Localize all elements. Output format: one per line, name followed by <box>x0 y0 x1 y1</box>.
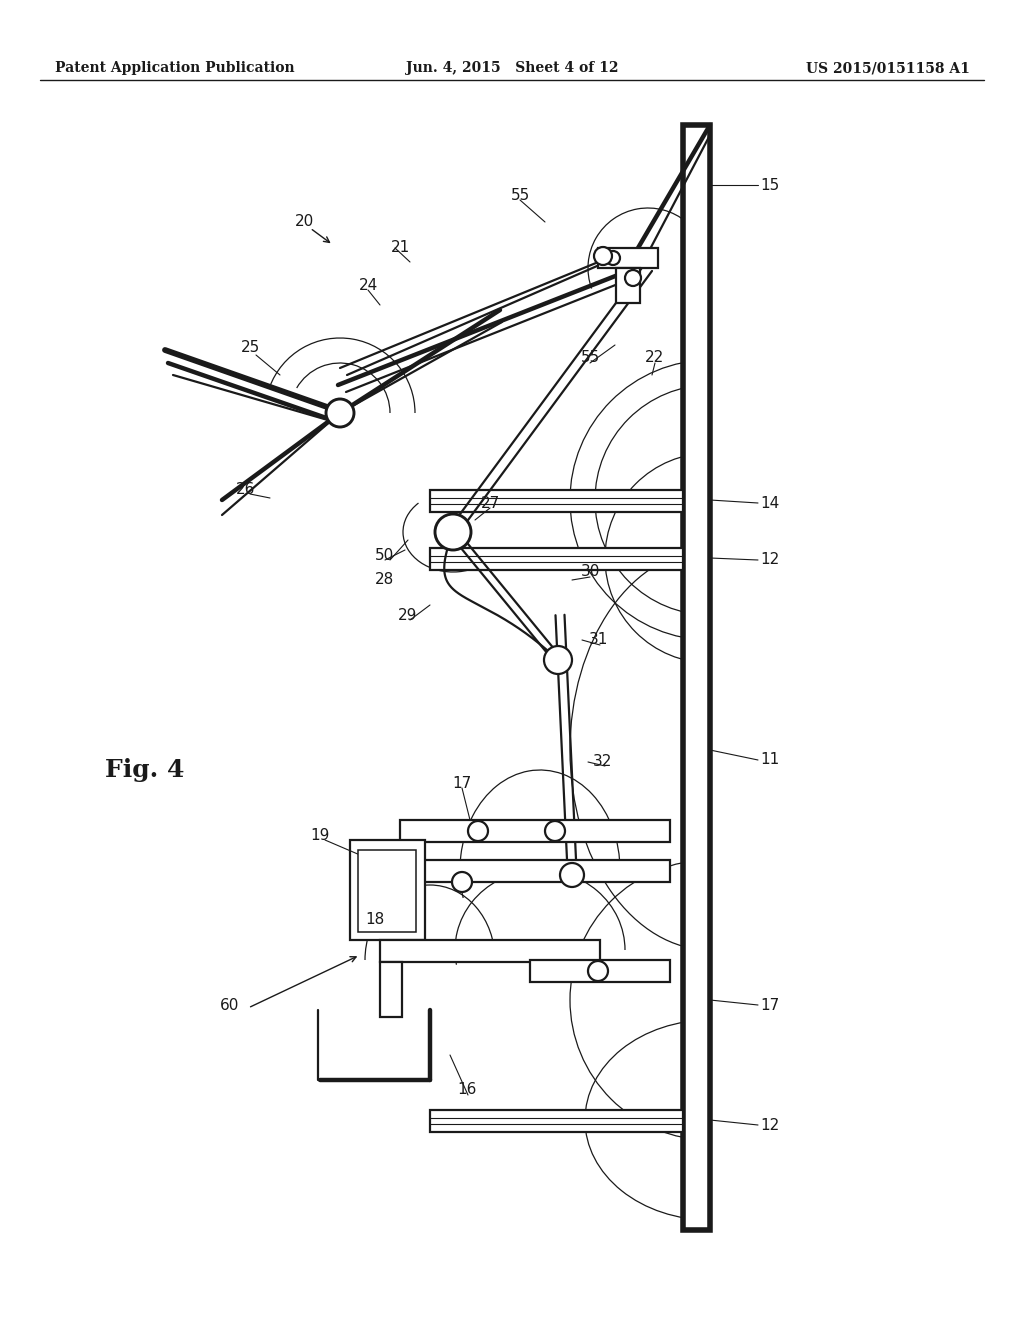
Bar <box>683 125 710 1230</box>
Text: 55: 55 <box>510 187 529 202</box>
Text: 60: 60 <box>220 998 240 1012</box>
Text: Patent Application Publication: Patent Application Publication <box>55 61 295 75</box>
Circle shape <box>588 961 608 981</box>
Bar <box>350 840 425 940</box>
Text: 17: 17 <box>453 776 472 791</box>
Text: 12: 12 <box>761 553 779 568</box>
Text: 32: 32 <box>593 755 612 770</box>
Bar <box>616 268 640 304</box>
Circle shape <box>625 271 641 286</box>
Bar <box>358 850 416 932</box>
Text: 50: 50 <box>376 548 394 562</box>
Bar <box>430 1110 683 1133</box>
Text: 31: 31 <box>589 632 607 648</box>
Text: 30: 30 <box>581 565 600 579</box>
Text: 12: 12 <box>761 1118 779 1133</box>
Circle shape <box>452 873 472 892</box>
Circle shape <box>594 247 612 265</box>
Text: 18: 18 <box>366 912 385 928</box>
Text: 55: 55 <box>581 351 600 366</box>
Text: 21: 21 <box>390 240 410 256</box>
Circle shape <box>435 513 471 550</box>
Text: Fig. 4: Fig. 4 <box>105 758 184 781</box>
Text: 22: 22 <box>645 351 665 366</box>
Circle shape <box>468 821 488 841</box>
Text: Jun. 4, 2015   Sheet 4 of 12: Jun. 4, 2015 Sheet 4 of 12 <box>406 61 618 75</box>
Bar <box>430 548 683 570</box>
Bar <box>400 820 670 842</box>
Bar <box>400 861 670 882</box>
Circle shape <box>545 821 565 841</box>
Text: 17: 17 <box>761 998 779 1012</box>
Text: 28: 28 <box>376 573 394 587</box>
Bar <box>380 962 402 1016</box>
Circle shape <box>544 645 572 675</box>
Circle shape <box>326 399 354 426</box>
Bar <box>430 490 683 512</box>
Bar <box>530 960 670 982</box>
Text: 25: 25 <box>241 341 260 355</box>
Text: 14: 14 <box>761 495 779 511</box>
Bar <box>598 248 658 268</box>
Circle shape <box>606 251 620 265</box>
Text: 24: 24 <box>358 277 378 293</box>
Text: 11: 11 <box>761 752 779 767</box>
Text: 26: 26 <box>237 483 256 498</box>
Text: 15: 15 <box>761 177 779 193</box>
Text: 29: 29 <box>398 609 418 623</box>
Text: US 2015/0151158 A1: US 2015/0151158 A1 <box>806 61 970 75</box>
Text: 16: 16 <box>458 1082 477 1097</box>
Text: 27: 27 <box>480 495 500 511</box>
Text: 20: 20 <box>295 214 314 230</box>
Bar <box>380 940 600 962</box>
Text: 19: 19 <box>310 828 330 842</box>
Circle shape <box>560 863 584 887</box>
